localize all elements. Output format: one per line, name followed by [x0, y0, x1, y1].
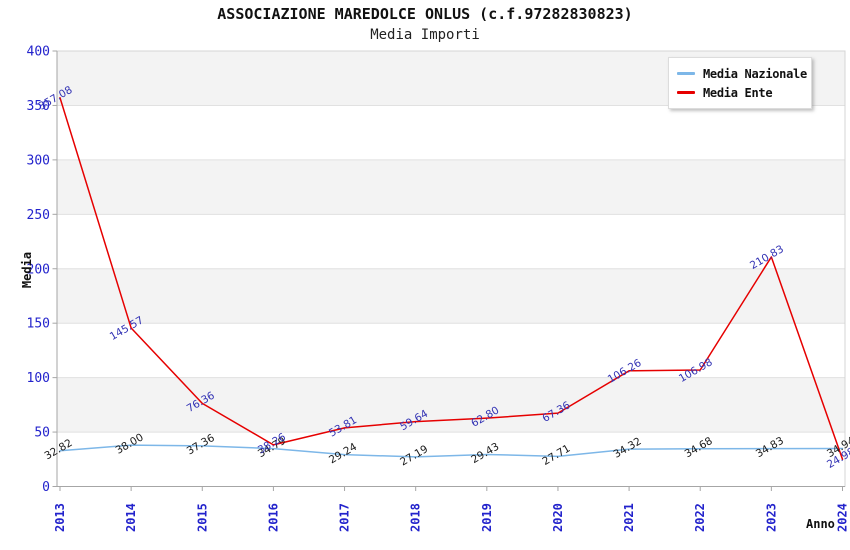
svg-text:2021: 2021 — [622, 503, 636, 532]
x-axis-tick-labels: 2013 2014 2015 2016 2017 2018 2019 2020 2021 2022… — [53, 486, 850, 532]
legend-label-media-ente: Media Ente — [703, 85, 773, 100]
svg-text:2024: 2024 — [836, 503, 850, 532]
svg-text:2022: 2022 — [693, 503, 707, 532]
svg-text:2018: 2018 — [409, 503, 423, 532]
series-line-media-ente — [59, 96, 844, 461]
svg-text:200: 200 — [27, 262, 50, 277]
y-axis-title: Media — [20, 251, 34, 289]
svg-text:150: 150 — [27, 317, 50, 332]
svg-text:350: 350 — [27, 99, 50, 114]
plot-bands — [57, 51, 845, 433]
svg-text:2013: 2013 — [53, 503, 67, 532]
series-line-media-nazionale — [59, 444, 844, 458]
legend-line-swatch-ente-icon — [677, 91, 695, 94]
svg-text:2019: 2019 — [480, 503, 494, 532]
legend: Media Nazionale Media Ente — [668, 57, 812, 109]
chart-subtitle: Media Importi — [370, 27, 480, 43]
svg-text:2016: 2016 — [266, 503, 280, 532]
svg-text:100: 100 — [27, 371, 50, 386]
svg-text:2020: 2020 — [551, 503, 565, 532]
svg-text:2014: 2014 — [124, 503, 138, 532]
svg-text:2015: 2015 — [195, 503, 209, 532]
svg-text:2023: 2023 — [764, 503, 778, 532]
svg-text:50: 50 — [34, 426, 50, 441]
chart-title: ASSOCIAZIONE MAREDOLCE ONLUS (c.f.972828… — [217, 5, 633, 23]
legend-label-media-nazionale: Media Nazionale — [703, 66, 807, 81]
svg-text:400: 400 — [27, 45, 50, 60]
legend-item-media-nazionale: Media Nazionale — [677, 64, 811, 83]
svg-text:300: 300 — [27, 153, 50, 168]
y-axis-tick-labels: 0 50 100 150 200 250 300 350 400 — [27, 45, 57, 495]
svg-text:250: 250 — [27, 208, 50, 223]
svg-text:0: 0 — [42, 480, 50, 495]
legend-item-media-ente: Media Ente — [677, 83, 811, 102]
x-axis-title: Anno — [806, 517, 835, 531]
svg-text:2017: 2017 — [338, 503, 352, 532]
legend-line-swatch-nazionale-icon — [677, 72, 695, 75]
